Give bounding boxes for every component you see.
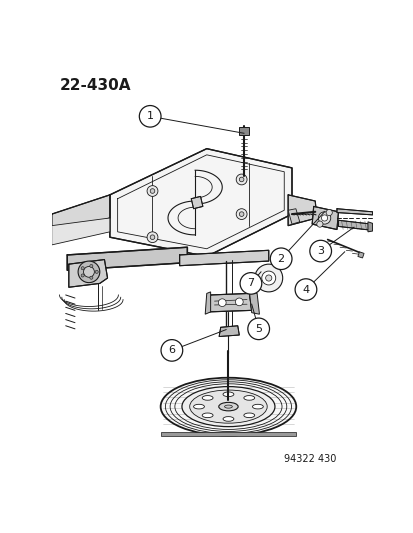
Circle shape [325,209,332,216]
Ellipse shape [223,392,233,397]
Polygon shape [287,195,316,225]
Circle shape [147,185,157,196]
Ellipse shape [243,413,254,418]
Circle shape [90,276,93,279]
Text: 7: 7 [247,278,254,288]
Ellipse shape [202,413,213,418]
Text: 2: 2 [277,254,284,264]
Ellipse shape [189,390,266,423]
Ellipse shape [252,405,263,409]
Circle shape [161,340,182,361]
Circle shape [270,248,291,270]
Polygon shape [52,218,109,245]
Circle shape [261,271,275,285]
Circle shape [78,261,100,282]
Circle shape [294,279,316,301]
Circle shape [95,270,98,273]
Polygon shape [338,220,371,230]
Polygon shape [311,206,338,230]
Polygon shape [218,326,239,336]
Text: 94322 430: 94322 430 [284,454,336,464]
Ellipse shape [224,405,232,408]
Polygon shape [52,195,109,239]
Text: 4: 4 [301,285,309,295]
Text: 22-430A: 22-430A [59,78,131,93]
Circle shape [254,264,282,292]
Circle shape [90,264,93,268]
Text: 1: 1 [146,111,153,122]
Circle shape [309,240,331,262]
Polygon shape [249,291,259,314]
Circle shape [316,221,322,227]
Circle shape [81,274,84,277]
Polygon shape [161,432,295,436]
Polygon shape [191,196,202,209]
Polygon shape [357,252,363,258]
Polygon shape [109,149,291,256]
Circle shape [265,275,271,281]
Circle shape [83,266,94,277]
Polygon shape [179,251,268,265]
Circle shape [318,212,330,224]
Text: 3: 3 [316,246,323,256]
Circle shape [247,318,269,340]
Polygon shape [205,292,210,314]
Ellipse shape [202,395,213,400]
Circle shape [150,235,154,239]
Circle shape [239,177,243,182]
Polygon shape [67,247,187,270]
Circle shape [235,298,242,306]
Ellipse shape [160,378,296,435]
Circle shape [218,299,225,306]
Circle shape [147,232,157,243]
Ellipse shape [218,402,237,411]
Polygon shape [367,222,372,232]
Polygon shape [208,294,251,312]
Circle shape [236,174,247,185]
Polygon shape [336,209,372,215]
Circle shape [236,209,247,220]
Circle shape [139,106,161,127]
Text: 6: 6 [168,345,175,356]
Circle shape [239,212,243,216]
Polygon shape [69,260,107,287]
Circle shape [81,266,84,270]
Ellipse shape [243,395,254,400]
Text: 5: 5 [254,324,261,334]
Ellipse shape [181,386,274,426]
Polygon shape [287,209,299,224]
Polygon shape [238,127,249,135]
Circle shape [320,215,327,221]
Circle shape [240,273,261,294]
Ellipse shape [193,405,204,409]
Circle shape [150,189,154,193]
Ellipse shape [223,417,233,421]
